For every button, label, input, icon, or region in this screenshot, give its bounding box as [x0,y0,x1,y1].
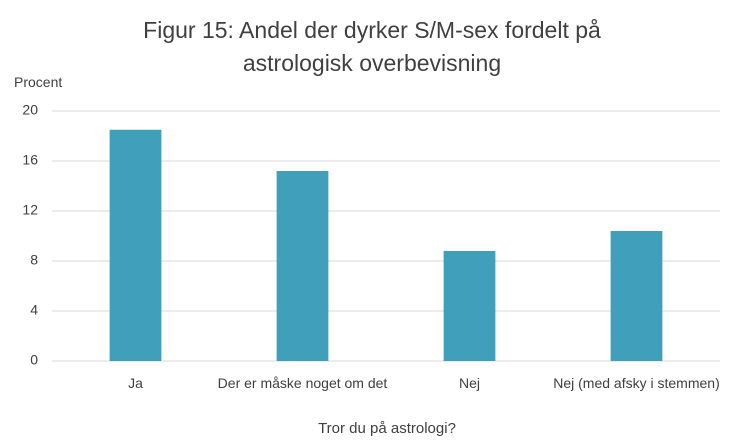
chart-title: Figur 15: Andel der dyrker S/M-sex forde… [143,17,601,76]
y-tick-label: 20 [22,102,38,118]
y-tick-label: 4 [30,302,38,318]
y-tick-label: 16 [22,152,38,168]
bar [109,129,162,361]
x-tick-label: Nej [458,375,480,391]
y-tick-label: 8 [30,252,38,268]
x-tick-label: Nej (med afsky i stemmen) [553,375,720,391]
x-axis-label: Tror du på astrologi? [318,420,456,437]
bar [443,251,496,361]
x-tick-label: Ja [128,375,143,391]
x-tick-label: Der er måske noget om det [217,375,388,391]
y-tick-label: 0 [30,352,38,368]
y-axis-label: Procent [14,74,63,90]
bar [276,171,329,361]
bar [610,231,663,361]
y-tick-label: 12 [22,202,38,218]
